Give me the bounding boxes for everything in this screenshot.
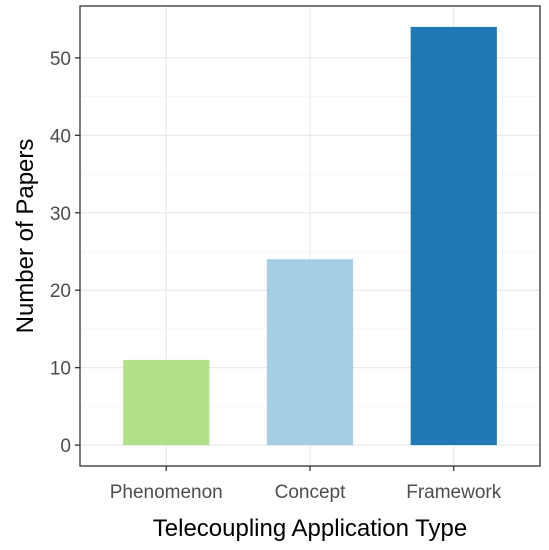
y-tick-label: 0: [60, 436, 71, 457]
x-tick-label: Concept: [275, 482, 346, 503]
y-tick-label: 40: [50, 126, 71, 147]
y-tick-label: 50: [50, 49, 71, 70]
y-axis-title: Number of Papers: [12, 139, 39, 334]
x-axis-title: Telecoupling Application Type: [153, 515, 467, 542]
bar-framework: [410, 26, 497, 446]
y-tick-label: 20: [50, 281, 71, 302]
x-axis: Phenomenon Concept Framework: [110, 466, 502, 503]
bars: [123, 26, 497, 446]
y-tick-label: 10: [50, 359, 71, 380]
y-tick-label: 30: [50, 204, 71, 225]
x-tick-label: Framework: [406, 482, 502, 503]
bar-phenomenon: [123, 359, 210, 446]
x-tick-label: Phenomenon: [110, 482, 223, 503]
y-axis: 0 10 20 30 40 50: [50, 49, 80, 457]
bar-concept: [266, 259, 354, 446]
